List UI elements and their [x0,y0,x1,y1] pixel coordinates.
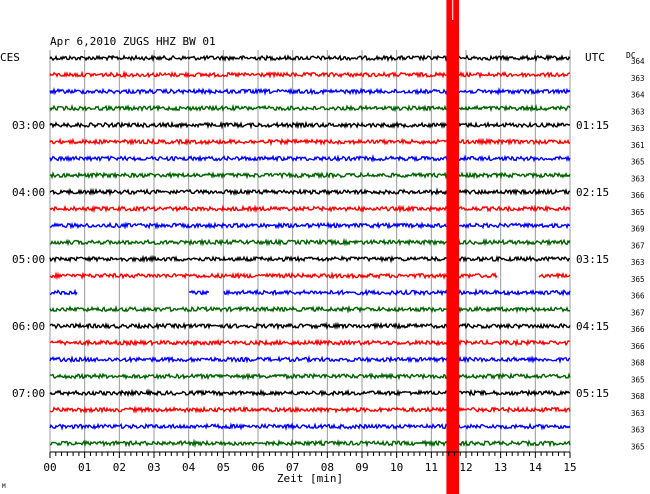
trace-line [49,254,571,264]
trace-line [49,153,571,163]
x-tick-label: 03 [147,461,160,474]
dc-value: 363 [631,258,645,267]
chart-title: Apr 6,2010 ZUGS HHZ BW 01 [50,35,216,48]
x-tick-label: 15 [563,461,576,474]
x-tick-label: 01 [78,461,91,474]
dc-value: 366 [631,342,645,351]
left-hour-label: 07:00 [12,387,45,400]
trace-line [49,171,571,180]
dc-value: 363 [631,174,645,183]
x-axis-label: Zeit [min] [277,472,343,485]
x-tick-label: 07 [286,461,299,474]
trace-line [49,422,571,431]
trace-line [49,271,571,281]
trace-line [49,438,571,448]
right-hour-label: 02:15 [576,186,609,199]
trace-line [49,321,571,331]
dc-value: 367 [631,308,645,317]
x-tick-label: 00 [43,461,56,474]
trace-line [49,103,571,113]
right-hour-label: 03:15 [576,253,609,266]
left-hour-label: 04:00 [12,186,45,199]
grid-lines [49,50,571,452]
x-tick-label: 05 [217,461,230,474]
dc-value: 365 [631,275,645,284]
left-timezone-label: CES [0,51,20,64]
trace-line [49,405,571,414]
dc-value: 368 [631,359,645,368]
event-marker [446,0,460,494]
dc-value: 365 [631,375,645,384]
trace-line [49,237,571,247]
x-tick-label: 02 [113,461,126,474]
dc-value: 365 [631,158,645,167]
x-tick-label: 13 [494,461,507,474]
event-band [446,0,460,494]
labels: Apr 6,2010 ZUGS HHZ BW 01 CES UTC DC Zei… [0,35,636,490]
trace-line [49,354,571,365]
footer-mark: M [2,483,6,490]
x-tick-label: 08 [321,461,334,474]
x-tick-label: 14 [529,461,543,474]
trace-line [49,287,571,297]
dc-value: 367 [631,241,645,250]
x-tick-label: 10 [390,461,403,474]
left-hour-label: 03:00 [12,119,45,132]
trace-line [49,304,571,314]
dc-value: 364 [631,91,645,100]
dc-label: DC [626,51,636,60]
dc-value: 366 [631,292,645,301]
trace-line [49,388,571,398]
trace-lines: 364 363 364 363 363 361 365 363 366 365 369 367 363 3… [49,53,645,451]
trace-line [49,372,571,381]
right-hour-label: 04:15 [576,320,609,333]
trace-line [49,87,571,96]
trace-line [49,120,571,130]
dc-value: 366 [631,325,645,334]
x-tick-label: 12 [459,461,472,474]
trace-line [49,53,571,63]
x-tick-label: 09 [355,461,368,474]
dc-value: 363 [631,107,645,116]
dc-value: 364 [631,57,645,66]
dc-value: 361 [631,141,645,150]
right-timezone-label: UTC [585,51,605,64]
x-tick-label: 04 [182,461,196,474]
trace-line [49,204,571,214]
trace-line [50,338,571,348]
trace-line [50,221,571,230]
dc-value: 368 [631,392,645,401]
x-axis: 00 01 02 03 04 05 06 07 08 09 10 11 12 13 14 15 [43,451,577,474]
dc-value: 363 [631,124,645,133]
left-hour-label: 06:00 [12,320,45,333]
x-tick-label: 11 [425,461,438,474]
trace-line [49,70,571,80]
trace-line [49,137,571,147]
left-hour-label: 05:00 [12,253,45,266]
dc-value: 369 [631,225,645,234]
right-hour-label: 05:15 [576,387,609,400]
x-tick-label: 06 [251,461,264,474]
dc-value: 363 [631,426,645,435]
dc-value: 365 [631,442,645,451]
dc-value: 363 [631,409,645,418]
dc-value: 366 [631,191,645,200]
trace-line [49,187,571,197]
dc-value: 363 [631,74,645,83]
right-hour-label: 01:15 [576,119,609,132]
dc-value: 365 [631,208,645,217]
